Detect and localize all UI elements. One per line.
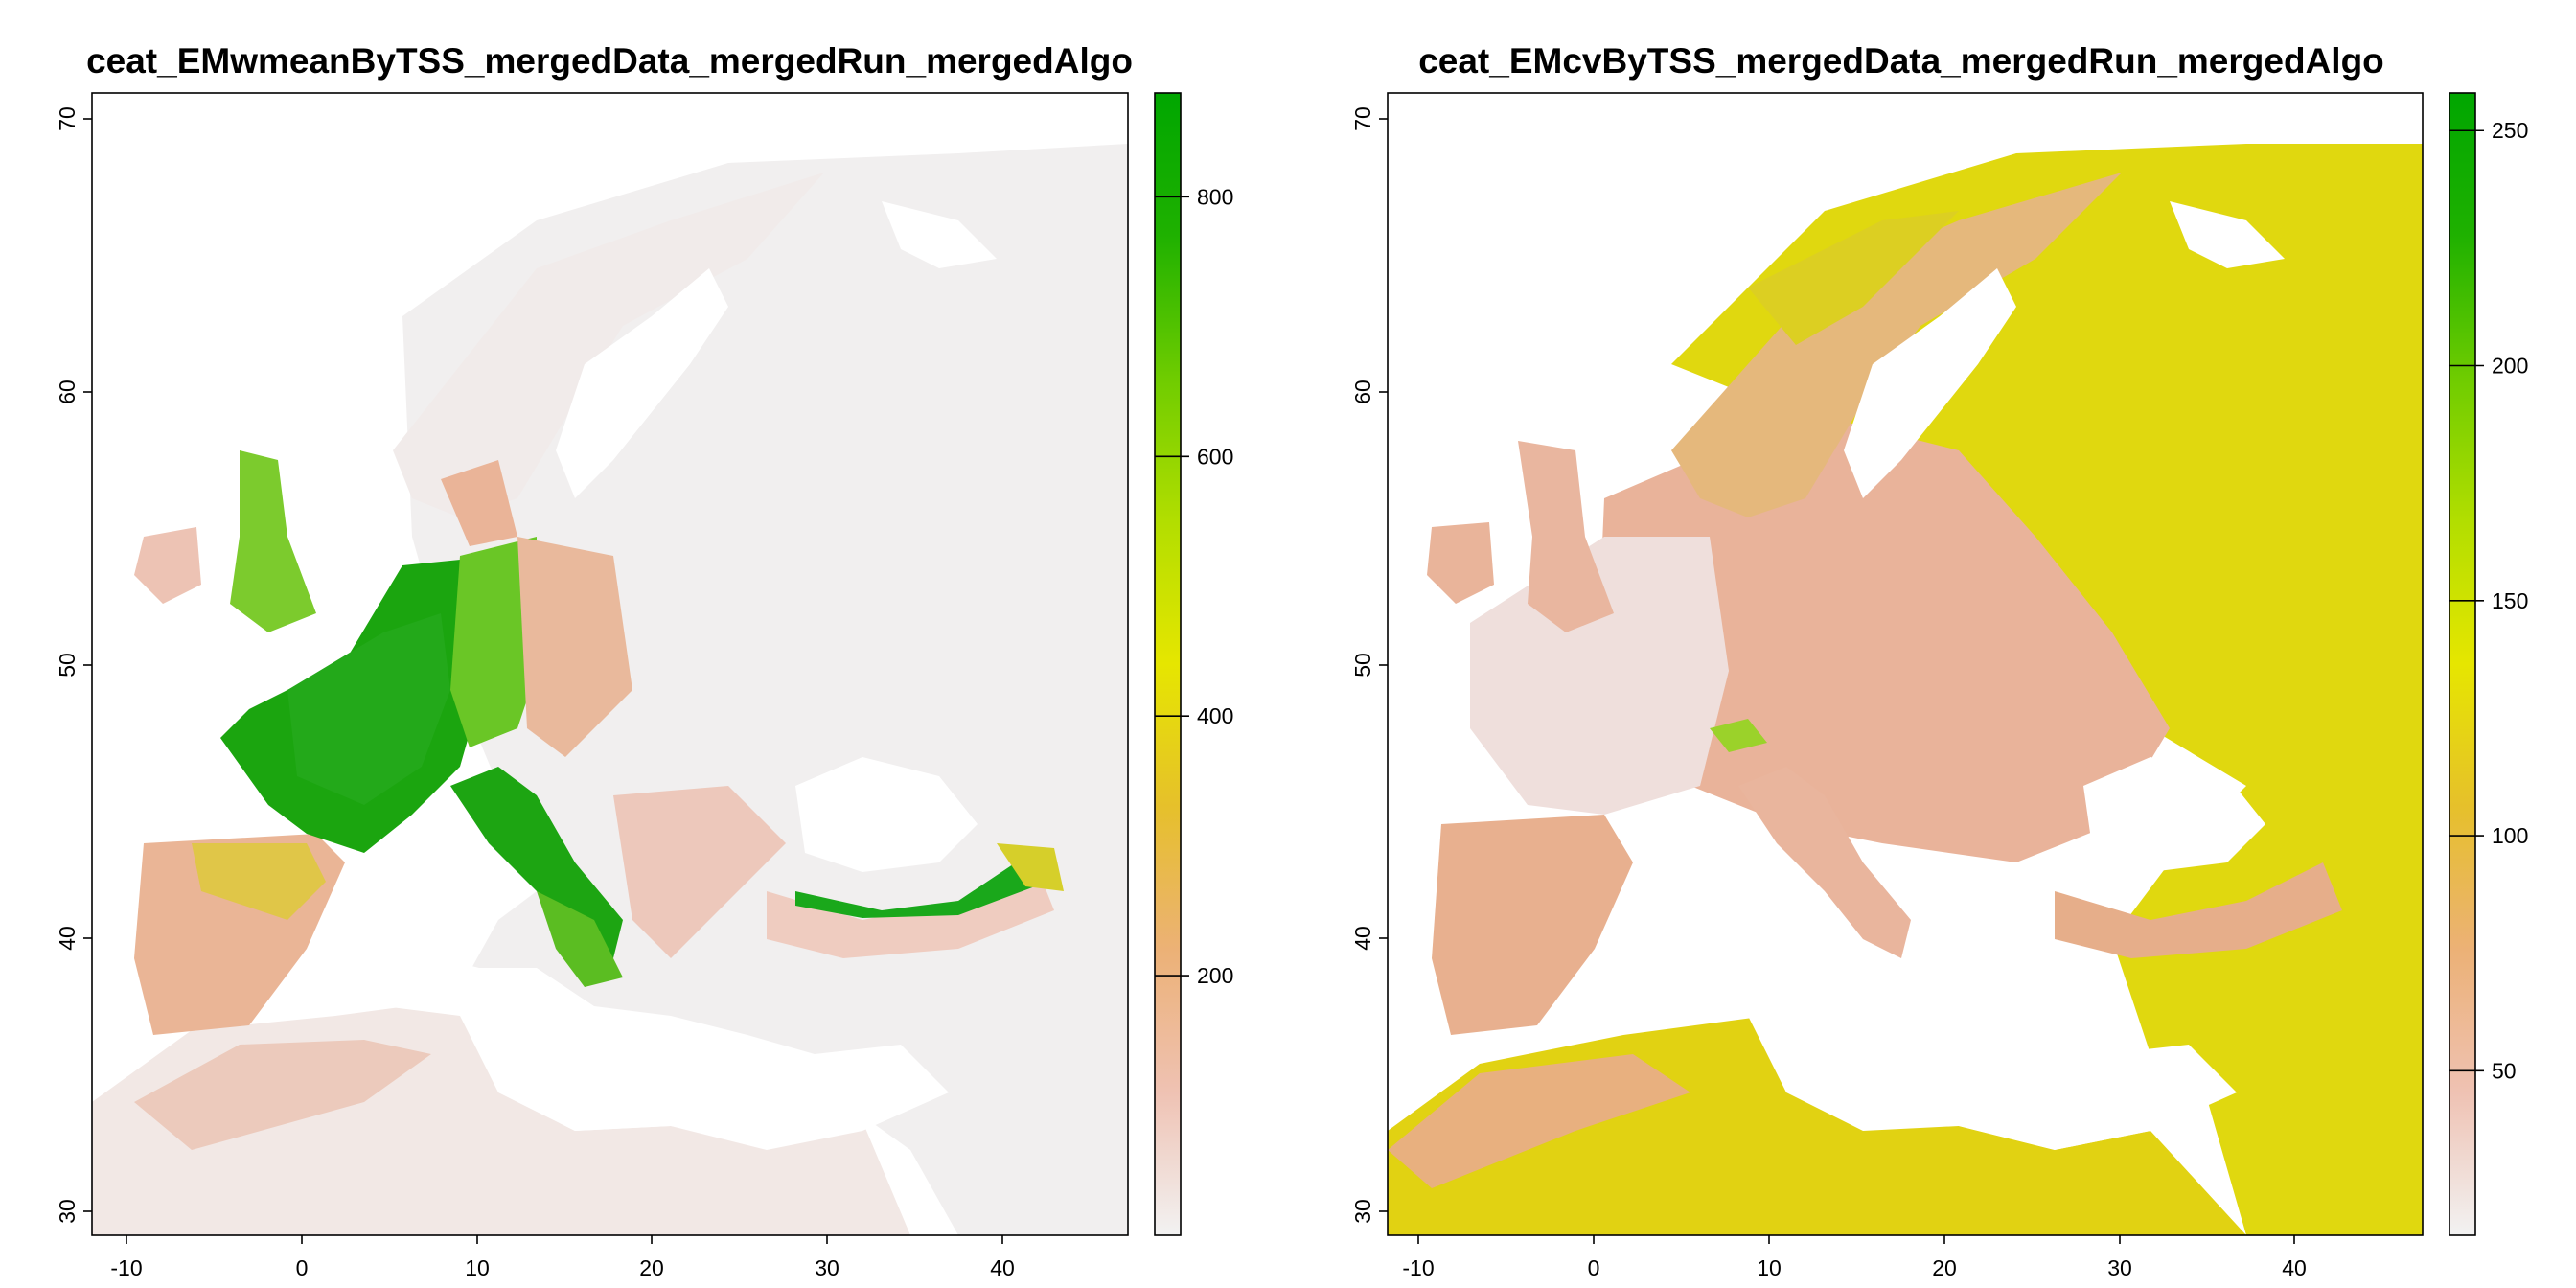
x-axis-cv: -10 0 10 20 30 40 [1402,1235,2307,1280]
x-tick-label: 10 [1757,1255,1782,1280]
y-tick-label: 30 [55,1199,80,1224]
y-axis-cv: 30 40 50 60 70 [1350,106,1388,1224]
map-title-cv: ceat_EMcvByTSS_mergedData_mergedRun_merg… [1418,41,2384,80]
map-title-wmean: ceat_EMwmeanByTSS_mergedData_mergedRun_m… [86,41,1133,80]
x-tick-label: 20 [639,1255,664,1280]
x-tick-label: -10 [110,1255,142,1280]
x-tick-label: 0 [296,1255,309,1280]
y-axis-wmean: 30 40 50 60 70 [55,106,92,1224]
y-tick-label: 60 [1350,380,1375,404]
plot-frame-cv [1387,92,2424,1236]
map-panel-wmean: ceat_EMwmeanByTSS_mergedData_mergedRun_m… [55,41,1233,1280]
raster-cv [1388,93,2423,1235]
legend-tick-label: 100 [2492,823,2528,848]
x-tick-label: 40 [2282,1255,2307,1280]
legend-tick-label: 800 [1197,184,1233,209]
y-tick-label: 30 [1350,1199,1375,1224]
x-tick-label: 20 [1932,1255,1957,1280]
map-wmean-svg: ceat_EMwmeanByTSS_mergedData_mergedRun_m… [55,41,1233,1280]
y-tick-label: 50 [55,653,80,678]
legend-tick-label: 50 [2492,1058,2517,1083]
x-tick-label: 30 [2107,1255,2132,1280]
y-tick-label: 50 [1350,653,1375,678]
color-legend-wmean: 200 400 600 800 [1154,92,1233,1236]
y-tick-label: 40 [1350,926,1375,951]
x-tick-label: 40 [990,1255,1015,1280]
y-tick-label: 70 [1350,106,1375,131]
x-tick-label: 0 [1588,1255,1600,1280]
x-tick-label: -10 [1402,1255,1434,1280]
legend-tick-label: 200 [2492,354,2528,379]
map-cv-svg: ceat_EMcvByTSS_mergedData_mergedRun_merg… [1350,41,2528,1280]
legend-tick-label: 200 [1197,963,1233,988]
x-tick-label: 10 [465,1255,490,1280]
y-tick-label: 60 [55,380,80,404]
y-tick-label: 40 [55,926,80,951]
legend-color-bar [2449,92,2476,1236]
legend-tick-label: 600 [1197,444,1233,469]
color-legend-cv: 50 100 150 200 250 [2449,92,2528,1236]
legend-tick-label: 150 [2492,588,2528,613]
legend-color-bar [1154,92,1182,1236]
raster-wmean [92,93,1128,1235]
y-tick-label: 70 [55,106,80,131]
plot-frame-wmean [91,92,1129,1236]
x-tick-label: 30 [815,1255,840,1280]
map-panel-cv: ceat_EMcvByTSS_mergedData_mergedRun_merg… [1288,0,2576,1288]
legend-tick-label: 400 [1197,703,1233,728]
legend-tick-label: 250 [2492,118,2528,143]
x-axis-wmean: -10 0 10 20 30 40 [110,1235,1015,1280]
